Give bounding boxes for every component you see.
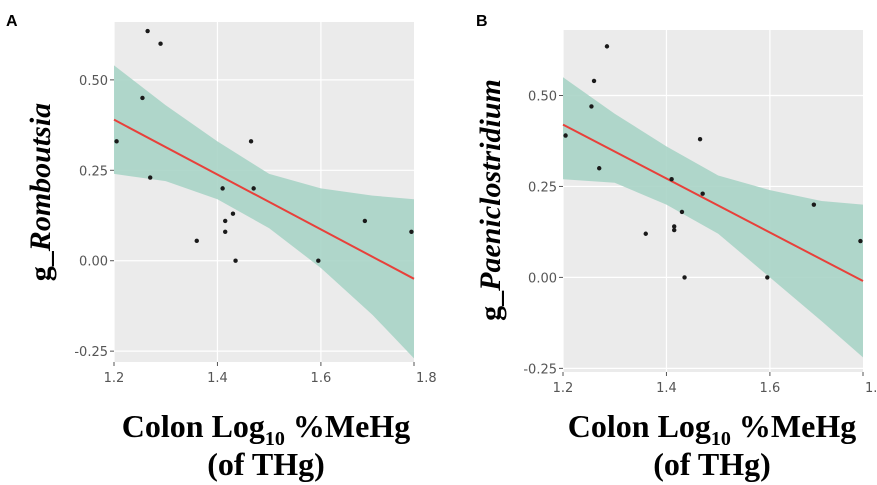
x-tick-label-a-0: 1.2 <box>104 371 125 386</box>
x-tick-label-a-1: 1.4 <box>207 371 228 386</box>
x-tick-label-b-2: 1.6 <box>760 381 781 396</box>
data-point-b-4 <box>604 44 610 49</box>
data-point-a-0 <box>114 139 119 144</box>
y-tick-label-a-2: 0.25 <box>79 164 108 179</box>
data-point-b-15 <box>858 238 863 244</box>
y-axis-label-a: g_Romboutsia <box>24 103 57 281</box>
data-point-a-5 <box>194 238 199 244</box>
panel-a: A -0.25 0.00 0.25 0.50 1.2 1.4 1.6 1.8 g_Rombo… <box>6 13 437 482</box>
y-tick-label-b-1: 0.00 <box>528 271 557 286</box>
x-tick-label-a-3: 1.8 <box>416 371 437 386</box>
fit-line-a <box>113 118 415 280</box>
x-tick-label-a-2: 1.6 <box>311 371 332 386</box>
x-axis-label-line2-a: (of THg) <box>207 446 325 482</box>
panel-b: B -0.25 0.00 0.25 0.50 1.2 1.4 1.6 1.8 g_Paeni… <box>474 13 877 482</box>
data-point-b-2 <box>591 78 597 84</box>
x-axis-label-line2-b: (of THg) <box>653 446 771 482</box>
x-tick-label-b-1: 1.4 <box>656 381 677 396</box>
data-point-b-7 <box>672 224 677 229</box>
data-point-a-10 <box>233 258 238 263</box>
fit-line-b <box>562 123 864 282</box>
data-point-a-11 <box>248 139 254 144</box>
confidence-band-a <box>114 65 414 359</box>
x-ticks-a: 1.2 1.4 1.6 1.8 <box>104 362 437 386</box>
data-point-b-11 <box>697 136 703 142</box>
panel-letter-b: B <box>476 13 488 30</box>
data-point-b-9 <box>679 209 685 215</box>
data-point-a-6 <box>220 186 225 191</box>
data-point-a-13 <box>316 258 321 263</box>
data-point-b-3 <box>597 166 602 171</box>
x-axis-label-a: Colon Log10 %MeHg <box>122 408 410 450</box>
data-point-b-6 <box>669 176 674 182</box>
y-tick-label-a-1: 0.00 <box>79 255 108 270</box>
data-point-b-8 <box>672 227 677 233</box>
points-b <box>563 44 863 280</box>
data-point-b-1 <box>589 104 594 109</box>
data-point-a-9 <box>230 211 236 216</box>
data-point-a-15 <box>409 229 414 234</box>
data-point-b-12 <box>700 191 705 196</box>
data-point-b-5 <box>643 231 648 236</box>
y-tick-label-b-3: 0.50 <box>528 89 557 104</box>
y-tick-label-b-2: 0.25 <box>528 180 557 195</box>
y-axis-label-b: g_Paeniclostridium <box>474 79 507 321</box>
data-point-b-13 <box>765 275 770 280</box>
data-point-a-2 <box>145 28 150 34</box>
data-point-b-14 <box>811 202 817 207</box>
x-ticks-b: 1.2 1.4 1.6 1.8 <box>553 372 877 396</box>
x-axis-label-b: Colon Log10 %MeHg <box>568 408 856 450</box>
panel-letter-a: A <box>6 13 18 30</box>
data-point-a-1 <box>140 95 145 101</box>
data-point-a-3 <box>148 175 153 180</box>
data-point-a-7 <box>223 218 228 224</box>
data-point-b-0 <box>563 133 568 138</box>
data-point-a-14 <box>362 218 368 224</box>
y-ticks-b: -0.25 0.00 0.25 0.50 <box>523 89 563 377</box>
data-point-a-12 <box>251 186 256 191</box>
y-ticks-a: -0.25 0.00 0.25 0.50 <box>74 74 114 360</box>
data-point-a-4 <box>158 41 163 46</box>
y-tick-label-a-3: 0.50 <box>79 74 108 89</box>
y-tick-label-b-0: -0.25 <box>523 362 557 377</box>
points-a <box>114 28 414 263</box>
x-tick-label-b-3: 1.8 <box>865 381 877 396</box>
data-point-b-10 <box>682 275 687 280</box>
y-tick-label-a-0: -0.25 <box>74 345 108 360</box>
confidence-band-b <box>563 77 863 358</box>
data-point-a-8 <box>223 229 228 234</box>
x-tick-label-b-0: 1.2 <box>553 381 574 396</box>
